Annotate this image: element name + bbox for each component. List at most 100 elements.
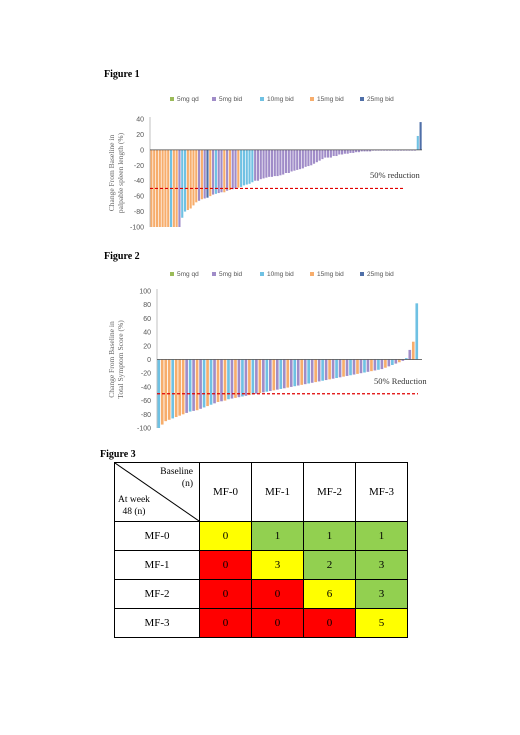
bar xyxy=(209,359,213,405)
bar xyxy=(408,349,412,360)
bar xyxy=(279,359,283,389)
y-tick-label: 40 xyxy=(136,117,144,124)
bar xyxy=(199,359,202,409)
row-header: MF-0 xyxy=(114,521,200,551)
bar xyxy=(258,359,262,394)
bar xyxy=(189,149,192,209)
reference-line-label: 50% reduction xyxy=(370,170,421,180)
table-cell: 0 xyxy=(199,550,252,580)
bar xyxy=(195,149,198,203)
bar xyxy=(324,149,327,158)
bar xyxy=(419,122,422,150)
bar xyxy=(355,149,358,153)
bar xyxy=(188,359,192,412)
bar xyxy=(335,149,338,157)
bar xyxy=(200,149,203,200)
bar xyxy=(174,359,178,418)
bar xyxy=(384,359,387,368)
table-cell: 1 xyxy=(251,521,304,551)
bar xyxy=(172,149,175,227)
bar xyxy=(369,149,372,152)
table-row: MF-3 0 0 0 5 xyxy=(114,608,408,638)
y-tick-label: 60 xyxy=(143,316,151,323)
figure2-chart: 5mg qd 5mg bid 10mg bid 15mg bid 25mg bid 100… xyxy=(107,271,427,433)
bar xyxy=(328,359,331,380)
legend-label: 25mg bid xyxy=(367,96,394,103)
legend-label: 5mg qd xyxy=(177,96,199,103)
bar xyxy=(171,359,175,419)
bar xyxy=(160,359,164,425)
bar xyxy=(329,149,332,158)
table-cell: 0 xyxy=(199,608,252,638)
table-cell: 1 xyxy=(355,521,408,551)
bar xyxy=(349,359,352,376)
bar xyxy=(265,149,268,178)
bar xyxy=(209,149,212,197)
bar xyxy=(276,149,279,177)
bar xyxy=(394,359,398,364)
corner-diagonal-line xyxy=(115,463,199,521)
bar xyxy=(227,359,230,400)
y-axis-label: palpable spleen length (%) xyxy=(116,132,125,213)
y-tick-label: -40 xyxy=(134,178,144,185)
y-tick-label: -80 xyxy=(134,209,144,216)
bar xyxy=(255,359,258,394)
y-tick-label: -100 xyxy=(137,426,151,433)
bar xyxy=(262,149,265,179)
bar xyxy=(248,359,251,396)
bar xyxy=(341,149,344,155)
figure1-chart: 5mg qd 5mg bid 10mg bid 15mg bid 25mg bid 40 2… xyxy=(107,96,422,232)
bar xyxy=(293,149,296,171)
corner-baseline-label: Baseline (n) xyxy=(160,467,193,489)
legend-swatch xyxy=(170,272,174,276)
bar xyxy=(192,359,195,411)
y-tick-label: -100 xyxy=(130,225,144,232)
bar xyxy=(167,359,171,420)
bar xyxy=(214,149,217,194)
legend-swatch xyxy=(260,97,264,101)
bar xyxy=(265,359,269,392)
bar xyxy=(307,149,310,167)
bar xyxy=(324,359,328,381)
bar xyxy=(241,359,244,397)
bar xyxy=(398,359,401,363)
y-axis-label: Change From Baseline in xyxy=(107,321,116,398)
bar xyxy=(251,359,255,395)
table-cell: 2 xyxy=(303,550,356,580)
bar xyxy=(244,359,248,396)
bar xyxy=(360,149,363,152)
bar xyxy=(363,149,366,152)
bar xyxy=(167,149,170,227)
bar xyxy=(279,149,282,176)
bar xyxy=(198,149,201,201)
bar xyxy=(234,359,237,398)
table-header-row: Baseline (n) At week 48 (n) MF-0 MF-1 MF-2… xyxy=(114,462,408,522)
y-tick-label: 40 xyxy=(143,330,151,337)
bar xyxy=(342,359,345,377)
reference-line-label: 50% Reduction xyxy=(374,376,427,386)
bar xyxy=(380,359,384,370)
bar xyxy=(357,149,360,153)
bar xyxy=(307,359,311,384)
bar xyxy=(391,359,394,365)
bar xyxy=(282,149,285,175)
bar xyxy=(286,359,290,388)
bar xyxy=(158,149,161,227)
bar xyxy=(331,359,335,379)
bar xyxy=(298,149,302,170)
bar xyxy=(301,149,304,169)
bar xyxy=(248,149,251,184)
table-row: MF-0 0 1 1 1 xyxy=(114,521,408,551)
legend-label: 15mg bid xyxy=(317,96,344,103)
y-tick-label: 0 xyxy=(147,357,151,364)
bar xyxy=(377,359,380,370)
bar xyxy=(332,149,335,157)
figure3-label: Figure 3 xyxy=(100,449,136,460)
bar xyxy=(321,359,324,381)
bar xyxy=(289,359,293,387)
bar xyxy=(192,149,195,206)
bar xyxy=(312,149,316,164)
y-axis-label: Total Symptom Score (%) xyxy=(116,320,125,399)
bar xyxy=(262,359,265,393)
bar xyxy=(213,359,216,404)
